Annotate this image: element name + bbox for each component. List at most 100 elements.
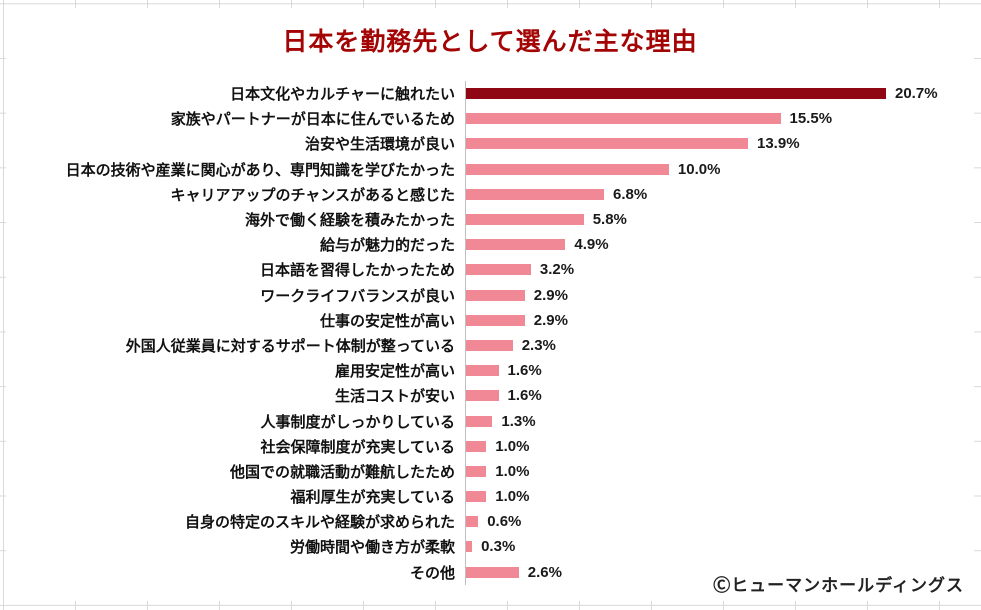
category-label: その他: [409, 564, 455, 582]
bar-area: 10.0%: [465, 156, 968, 182]
chart-row: 人事制度がしっかりしている 1.3%: [6, 408, 968, 434]
category-label: 日本文化やカルチャーに触れたい: [230, 86, 455, 104]
bar-area: 2.9%: [465, 282, 968, 308]
bar-area: 1.0%: [465, 433, 968, 459]
bar-area: 2.3%: [465, 332, 968, 359]
chart: 日本を勤務先として選んだ主な理由 日本文化やカルチャーに触れたい 20.7% 家族や…: [6, 8, 974, 601]
bar-area: 1.6%: [465, 383, 968, 409]
chart-row: 労働時間や働き方が柔軟 0.3%: [6, 534, 968, 560]
chart-row: 治安や生活環境が良い 13.9%: [6, 131, 968, 157]
bar-area: 1.0%: [465, 458, 968, 484]
bar: [466, 88, 886, 100]
category-label: 外国人従業員に対するサポート体制が整っている: [125, 337, 455, 355]
bar: [466, 465, 487, 477]
bar-area: 0.3%: [465, 534, 968, 560]
value-label: 1.6%: [507, 387, 542, 405]
bar: [466, 113, 781, 125]
value-label: 1.0%: [495, 462, 530, 480]
category-label: 日本語を習得したかったため: [259, 262, 455, 280]
category-label: キャリアアップのチャンスがあると感じた: [170, 186, 455, 204]
bar: [466, 415, 493, 427]
value-label: 0.3%: [481, 538, 516, 556]
category-label: 自身の特定のスキルや経験が求められた: [184, 514, 455, 532]
bar: [466, 214, 584, 226]
bar-area: 2.6%: [465, 559, 968, 585]
bar: [466, 390, 499, 402]
category-label: 労働時間や働き方が柔軟: [289, 539, 455, 557]
bar: [466, 188, 604, 200]
value-label: 5.8%: [592, 211, 627, 229]
chart-row: 生活コストが安い 1.6%: [6, 383, 968, 409]
category-label: 人事制度がしっかりしている: [260, 413, 455, 431]
value-label: 1.3%: [501, 412, 536, 430]
category-label: 雇用安定性が高い: [334, 363, 455, 381]
chart-row: 日本の技術や産業に関心があり、専門知識を学びたかった 10.0%: [6, 156, 968, 182]
bar-area: 20.7%: [465, 81, 968, 107]
value-label: 4.9%: [574, 236, 609, 254]
chart-row: その他 2.6%: [6, 559, 968, 585]
category-label: 仕事の安定性が高い: [319, 312, 455, 330]
bar-area: 0.6%: [465, 509, 968, 535]
chart-title: 日本を勤務先として選んだ主な理由: [282, 28, 698, 56]
value-label: 1.0%: [495, 437, 530, 455]
category-label: 福利厚生が充実している: [290, 489, 455, 507]
value-label: 2.3%: [521, 336, 556, 354]
chart-row: 外国人従業員に対するサポート体制が整っている 2.3%: [6, 332, 968, 359]
category-label: 日本の技術や産業に関心があり、専門知識を学びたかった: [65, 161, 455, 179]
chart-row: 仕事の安定性が高い 2.9%: [6, 307, 968, 333]
bar: [466, 566, 519, 578]
bar: [466, 289, 525, 301]
chart-row: 給与が魅力的だった 4.9%: [6, 232, 968, 258]
value-label: 1.0%: [495, 488, 530, 506]
bar: [466, 239, 566, 251]
bar-area: 1.0%: [465, 484, 968, 510]
bar: [466, 264, 531, 276]
copyright-text: Ⓒヒューマンホールディングス: [713, 576, 964, 595]
bar: [466, 541, 473, 553]
category-label: 海外で働く経験を積みたかった: [244, 212, 455, 230]
chart-row: 日本語を習得したかったため 3.2%: [6, 257, 968, 283]
category-label: 治安や生活環境が良い: [304, 136, 455, 154]
value-label: 2.6%: [527, 563, 562, 581]
chart-rows: 日本文化やカルチャーに触れたい 20.7% 家族やパートナーが日本に住んでいるため 1…: [6, 81, 968, 585]
category-label: 社会保障制度が充実している: [260, 438, 455, 456]
value-label: 20.7%: [895, 85, 938, 103]
chart-row: 社会保障制度が充実している 1.0%: [6, 433, 968, 459]
chart-row: 雇用安定性が高い 1.6%: [6, 358, 968, 384]
bar-area: 1.3%: [465, 408, 968, 434]
chart-row: 家族やパートナーが日本に住んでいるため 15.5%: [6, 106, 968, 132]
bar-area: 15.5%: [465, 106, 968, 132]
chart-row: キャリアアップのチャンスがあると感じた 6.8%: [6, 181, 968, 207]
bar: [466, 365, 499, 377]
bar-area: 13.9%: [465, 131, 968, 157]
value-label: 6.8%: [613, 185, 648, 203]
bar-area: 2.9%: [465, 307, 968, 333]
value-label: 10.0%: [677, 160, 721, 178]
value-label: 2.9%: [533, 286, 568, 304]
bar: [466, 491, 487, 503]
bar-area: 4.9%: [465, 232, 968, 258]
bar: [466, 516, 479, 528]
category-label: 給与が魅力的だった: [319, 237, 455, 255]
bar: [466, 440, 487, 452]
category-label: ワークライフバランスが良い: [260, 287, 455, 305]
category-label: 他国での就職活動が難航したため: [229, 463, 455, 481]
bar-area: 1.6%: [465, 358, 968, 384]
bar: [466, 314, 525, 326]
chart-row: 他国での就職活動が難航したため 1.0%: [6, 458, 968, 484]
chart-row: 自身の特定のスキルや経験が求められた 0.6%: [6, 509, 968, 535]
bar: [466, 339, 513, 351]
bar-area: 5.8%: [465, 206, 968, 233]
bar-area: 3.2%: [465, 257, 968, 283]
value-label: 2.9%: [533, 311, 568, 329]
bar: [466, 163, 669, 175]
value-label: 3.2%: [539, 261, 575, 279]
value-label: 1.6%: [507, 362, 542, 380]
chart-row: ワークライフバランスが良い 2.9%: [6, 282, 968, 308]
bar: [466, 138, 748, 150]
category-label: 生活コストが安い: [334, 388, 455, 406]
value-label: 0.6%: [487, 513, 522, 531]
chart-row: 福利厚生が充実している 1.0%: [6, 484, 968, 510]
bar-area: 6.8%: [465, 181, 968, 207]
chart-row: 海外で働く経験を積みたかった 5.8%: [6, 206, 968, 233]
